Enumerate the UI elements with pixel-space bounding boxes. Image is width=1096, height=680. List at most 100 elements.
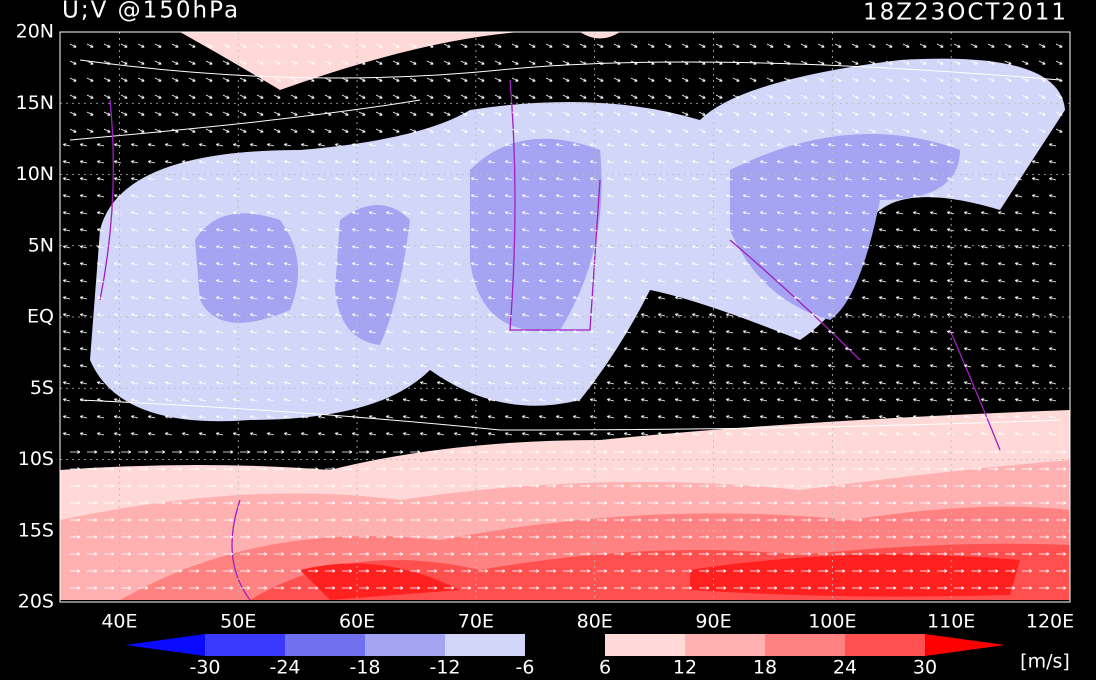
wind-arrow	[376, 535, 387, 539]
wind-arrow	[70, 586, 81, 590]
wind-arrow	[851, 111, 859, 116]
wind-arrow	[997, 432, 1006, 436]
lon-label: 60E	[339, 611, 375, 633]
wind-arrow	[623, 177, 632, 181]
wind-arrow	[104, 450, 115, 454]
wind-arrow	[103, 77, 111, 82]
wind-arrow	[478, 484, 489, 488]
lat-label: 5N	[28, 234, 54, 256]
wind-arrow	[810, 381, 819, 385]
wind-arrow	[912, 245, 921, 249]
wind-arrow	[453, 398, 462, 402]
wind-arrow	[512, 467, 523, 471]
wind-arrow	[402, 313, 411, 317]
wind-arrow	[198, 415, 207, 419]
wind-arrow	[274, 569, 285, 573]
wind-arrow	[596, 111, 604, 116]
wind-arrow	[368, 177, 377, 181]
wind-arrow	[477, 128, 485, 133]
wind-arrow	[834, 94, 842, 99]
wind-arrow	[886, 501, 897, 505]
wind-arrow	[589, 313, 598, 317]
wind-arrow	[878, 381, 887, 385]
wind-arrow	[997, 194, 1006, 198]
wind-arrow	[562, 60, 570, 65]
wind-arrow	[545, 94, 553, 99]
wind-arrow	[121, 569, 132, 573]
wind-arrow	[368, 245, 377, 249]
wind-arrow	[793, 194, 802, 198]
wind-arrow	[953, 111, 961, 116]
wind-arrow	[138, 501, 149, 505]
wind-arrow	[181, 160, 190, 164]
wind-arrow	[563, 535, 574, 539]
wind-arrow	[767, 484, 778, 488]
wind-arrow	[674, 330, 683, 334]
wind-arrow	[878, 279, 887, 283]
wind-arrow	[640, 211, 649, 215]
wind-arrow	[759, 228, 768, 232]
wind-arrow	[750, 535, 761, 539]
wind-arrow	[487, 177, 496, 181]
wind-arrow	[358, 43, 366, 48]
wind-arrow	[681, 77, 689, 82]
wind-arrow	[776, 177, 785, 181]
wind-arrow	[929, 262, 938, 266]
wind-arrow	[376, 450, 387, 454]
wind-arrow	[290, 60, 298, 65]
wind-arrow	[953, 128, 961, 133]
lon-label: 50E	[220, 611, 256, 633]
wind-arrow	[579, 60, 587, 65]
wind-arrow	[980, 381, 989, 385]
wind-arrow	[444, 518, 455, 522]
wind-arrow	[784, 501, 795, 505]
wind-arrow	[800, 111, 808, 116]
wind-arrow	[691, 211, 700, 215]
wind-arrow	[1014, 381, 1023, 385]
wind-arrow	[563, 484, 574, 488]
wind-arrow	[342, 467, 353, 471]
wind-arrow	[325, 501, 336, 505]
wind-arrow	[171, 111, 179, 116]
wind-arrow	[919, 77, 927, 82]
wind-arrow	[766, 111, 774, 116]
wind-arrow	[273, 77, 281, 82]
wind-arrow	[1005, 518, 1016, 522]
wind-arrow	[154, 128, 162, 133]
colorbar-swatch	[365, 634, 445, 656]
wind-arrow	[555, 262, 564, 266]
wind-arrow	[495, 518, 506, 522]
wind-arrow	[317, 262, 326, 266]
wind-arrow	[784, 450, 795, 454]
wind-arrow	[742, 381, 751, 385]
wind-arrow	[358, 77, 366, 82]
wind-arrow	[461, 569, 472, 573]
wind-arrow	[351, 398, 360, 402]
wind-arrow	[215, 228, 224, 232]
wind-arrow	[630, 43, 638, 48]
wind-arrow	[529, 501, 540, 505]
wind-arrow	[86, 60, 94, 65]
wind-arrow	[426, 60, 434, 65]
wind-arrow	[732, 94, 740, 99]
wind-arrow	[1048, 296, 1057, 300]
wind-arrow	[232, 143, 241, 147]
wind-arrow	[266, 296, 275, 300]
wind-arrow	[997, 143, 1006, 147]
wind-arrow	[189, 484, 200, 488]
colorbar-label: 12	[673, 657, 697, 679]
wind-arrow	[623, 228, 632, 232]
wind-arrow	[596, 128, 604, 133]
wind-arrow	[402, 160, 411, 164]
wind-arrow	[1048, 211, 1057, 215]
wind-arrow	[273, 43, 281, 48]
wind-arrow	[87, 586, 98, 590]
wind-arrow	[886, 535, 897, 539]
wind-arrow	[70, 450, 81, 454]
wind-arrow	[351, 432, 360, 436]
wind-arrow	[521, 364, 530, 368]
wind-arrow	[869, 518, 880, 522]
wind-arrow	[759, 160, 768, 164]
wind-arrow	[86, 94, 94, 99]
wind-arrow	[393, 535, 404, 539]
